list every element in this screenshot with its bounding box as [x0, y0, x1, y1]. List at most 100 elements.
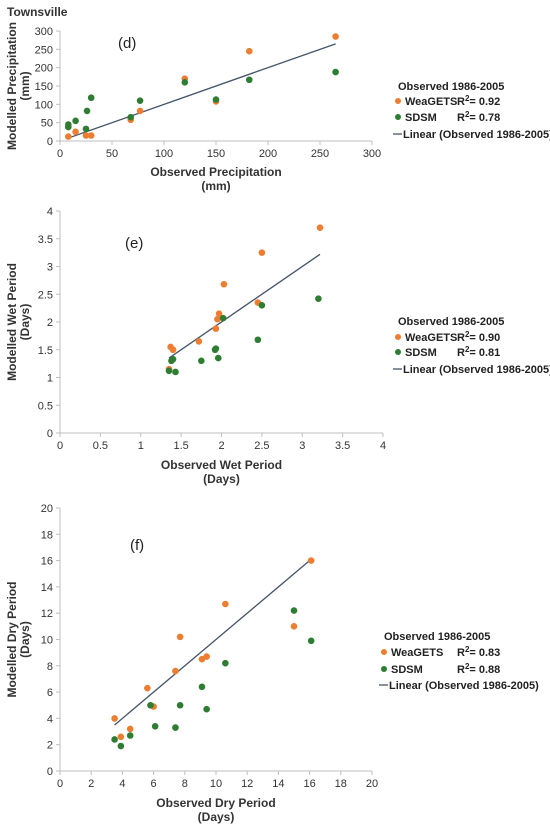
legend-r2-weagets: R2= 0.92	[457, 94, 500, 108]
x-axis-title: Observed Dry Period	[156, 796, 275, 810]
weagets-data-point	[307, 557, 315, 564]
x-tick-label: 150	[207, 148, 225, 160]
x-axis-unit: (mm)	[201, 179, 230, 193]
legend-r2-sdsm: R2= 0.81	[457, 345, 500, 359]
weagets-data-point	[87, 132, 95, 139]
x-tick-label: 16	[303, 778, 315, 790]
y-tick-label: 2	[47, 740, 53, 752]
x-tick-label: 0	[57, 778, 63, 790]
legend-label-linear: Linear (Observed 1986-2005)	[403, 129, 550, 141]
y-tick-label: 8	[47, 661, 53, 673]
weagets-data-point	[176, 633, 184, 641]
y-tick-label: 1.5	[38, 345, 53, 357]
x-tick-label: 3	[299, 440, 305, 452]
weagets-data-point	[203, 653, 210, 660]
legend-marker-weagets	[381, 649, 387, 655]
x-tick-label: 12	[241, 778, 253, 790]
y-tick-label: 20	[41, 503, 53, 515]
weagets-data-point	[214, 315, 221, 323]
y-axis-unit: (Days)	[18, 304, 32, 341]
chart-panel-3: 0 2 4 6 8 10 12 14 16 18 20 0 2 4 6 8 10 12 14 16 18 20 (f) Obs…	[5, 503, 539, 824]
y-tick-label: 250	[35, 44, 53, 56]
y-tick-label: 0	[47, 136, 53, 148]
sdsm-data-point	[172, 724, 179, 731]
chart-panel-1: 0 50 100 150 200 250 300 0 50 100 150 200 250 300 (d) O…	[5, 22, 550, 193]
sdsm-data-point	[214, 354, 222, 362]
legend-r2-weagets: R2= 0.90	[457, 330, 500, 344]
x-tick-label: 1	[138, 440, 144, 452]
legend-label-linear: Linear (Observed 1986-2005)	[403, 364, 550, 376]
weagets-data-point	[332, 33, 339, 40]
sdsm-data-point	[111, 736, 118, 743]
sdsm-data-point	[212, 96, 220, 103]
y-tick-label: 100	[35, 99, 53, 111]
y-axis-unit: (mm)	[18, 71, 32, 100]
x-tick-label: 50	[106, 148, 118, 160]
weagets-data-point	[126, 725, 134, 733]
y-tick-label: 12	[41, 608, 53, 620]
sdsm-data-point	[117, 742, 125, 750]
legend-r2-weagets: R2= 0.83	[457, 645, 500, 659]
linear-trendline	[68, 43, 336, 139]
panel-label: (d)	[118, 35, 136, 52]
y-tick-label: 16	[41, 556, 53, 568]
sdsm-data-point	[147, 701, 154, 709]
legend: Observed 1986-2005 WeaGETS R2= 0.90 SDSM R2=…	[393, 316, 550, 376]
legend-r2-value: = 0.88	[469, 664, 500, 676]
legend-label-sdsm: SDSM	[405, 112, 437, 124]
legend-label-weagets: WeaGETS	[405, 332, 457, 344]
sdsm-data-point	[198, 683, 206, 691]
y-axis-unit: (Days)	[18, 621, 32, 658]
sdsm-data-point	[258, 302, 266, 309]
legend-label-linear: Linear (Observed 1986-2005)	[389, 680, 539, 692]
legend-marker-weagets	[395, 334, 401, 340]
legend-marker-sdsm	[381, 666, 387, 672]
legend: Observed 1986-2005 WeaGETS R2= 0.83 SDSM R2=…	[379, 631, 539, 692]
y-tick-label: 4	[47, 713, 53, 725]
x-tick-label: 20	[366, 778, 378, 790]
y-tick-label: 3.5	[38, 234, 53, 246]
x-tick-label: 14	[272, 778, 284, 790]
y-tick-label: 2.5	[38, 289, 53, 301]
y-tick-label: 3	[47, 262, 53, 274]
x-tick-label: 4	[119, 778, 125, 790]
sdsm-data-point	[72, 117, 79, 125]
y-tick-label: 4	[47, 206, 53, 218]
sdsm-data-point	[82, 125, 90, 133]
weagets-data-point	[220, 280, 228, 288]
legend-r2-value: = 0.90	[469, 332, 500, 344]
x-axis-title: Observed Wet Period	[161, 458, 282, 472]
legend-title: Observed 1986-2005	[398, 81, 504, 93]
y-axis-title: Modelled Wet Period	[5, 263, 19, 381]
weagets-data-point	[212, 325, 220, 332]
x-tick-label: 6	[151, 778, 157, 790]
sdsm-data-point	[172, 368, 179, 376]
x-tick-label: 2	[88, 778, 94, 790]
sdsm-data-point	[169, 355, 177, 363]
weagets-data-point	[245, 47, 253, 55]
sdsm-data-point	[181, 79, 189, 86]
weagets-data-point	[316, 224, 324, 231]
figure-title: Townsville	[7, 5, 68, 19]
x-tick-label: 1.5	[173, 440, 188, 452]
sdsm-data-point	[87, 94, 95, 102]
x-tick-label: 200	[259, 148, 277, 160]
panel-label: (f)	[130, 537, 144, 554]
legend-title: Observed 1986-2005	[398, 316, 504, 328]
sdsm-data-point	[307, 637, 315, 645]
linear-trendline	[168, 253, 321, 359]
weagets-data-point	[172, 667, 179, 675]
y-tick-label: 18	[41, 529, 53, 541]
legend-r2-sdsm: R2= 0.78	[457, 110, 500, 124]
x-tick-label: 3.5	[335, 440, 350, 452]
weagets-data-point	[215, 310, 223, 317]
x-axis-unit: (Days)	[198, 810, 235, 824]
sdsm-data-point	[212, 345, 220, 352]
legend-marker-sdsm	[395, 114, 401, 120]
x-tick-label: 300	[363, 148, 381, 160]
x-tick-label: 4	[380, 440, 386, 452]
panels-group: 0 50 100 150 200 250 300050100150200250300(d)O…	[5, 22, 550, 824]
y-tick-label: 14	[41, 582, 53, 594]
weagets-data-point	[65, 133, 72, 140]
